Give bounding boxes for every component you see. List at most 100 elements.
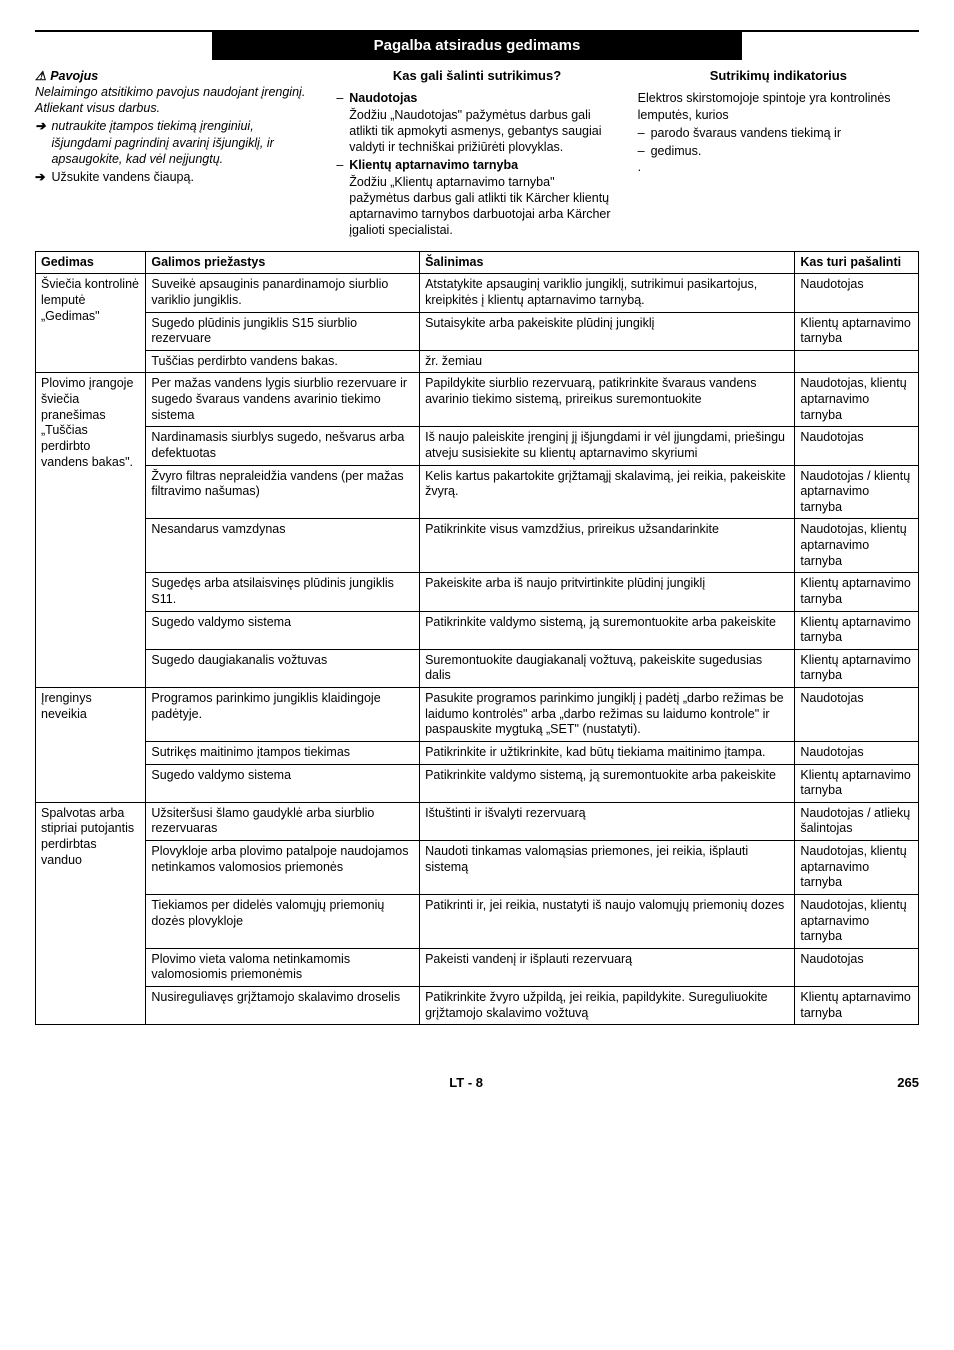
table-row: Sutrikęs maitinimo įtampos tiekimas Pati… (36, 741, 919, 764)
who-block: Kas gali šalinti sutrikimus? – Naudotoja… (336, 68, 617, 239)
cell-cause: Tiekiamos per didelės valomųjų priemonių… (146, 894, 420, 948)
cell-who: Klientų aptarnavimo tarnyba (795, 764, 919, 802)
cell-fault: Spalvotas arba stipriai putojantis perdi… (36, 802, 146, 1025)
cell-who: Naudotojas / klientų aptarnavimo tarnyba (795, 465, 919, 519)
indicator-intro: Elektros skirstomojoje spintoje yra kont… (638, 90, 919, 123)
indicator-bullet-2: gedimus. (651, 143, 702, 159)
cell-remedy: Pakeisti vandenį ir išplauti rezervuarą (420, 948, 795, 986)
danger-intro: Nelaimingo atsitikimo pavojus naudojant … (35, 84, 316, 117)
cell-cause: Užsiteršusi šlamo gaudyklė arba siurblio… (146, 802, 420, 840)
footer-page-global: 265 (897, 1075, 919, 1092)
cell-who: Naudotojas, klientų aptarnavimo tarnyba (795, 894, 919, 948)
cell-who: Klientų aptarnavimo tarnyba (795, 312, 919, 350)
cell-who: Naudotojas (795, 741, 919, 764)
cell-remedy: Patikrinkite žvyro užpildą, jei reikia, … (420, 987, 795, 1025)
dash-icon: – (336, 90, 343, 155)
cell-cause: Per mažas vandens lygis siurblio rezervu… (146, 373, 420, 427)
cell-remedy: Ištuštinti ir išvalyti rezervuarą (420, 802, 795, 840)
cell-cause: Nusireguliavęs grįžtamojo skalavimo dros… (146, 987, 420, 1025)
table-row: Spalvotas arba stipriai putojantis perdi… (36, 802, 919, 840)
cell-cause: Suveikė apsauginis panardinamojo siurbli… (146, 274, 420, 312)
cell-remedy: Patikrinkite ir užtikrinkite, kad būtų t… (420, 741, 795, 764)
cell-who: Naudotojas (795, 688, 919, 742)
cell-cause: Sugedo daugiakanalis vožtuvas (146, 649, 420, 687)
cell-remedy: Patikrinkite valdymo sistemą, ją suremon… (420, 764, 795, 802)
arrow-icon: ➔ (35, 169, 45, 185)
cell-cause: Nesandarus vamzdynas (146, 519, 420, 573)
danger-bullet-1: nutraukite įtampos tiekimą įrenginiui, i… (51, 118, 316, 167)
cell-remedy: Suremontuokite daugiakanalį vožtuvą, pak… (420, 649, 795, 687)
table-row: Plovimo vieta valoma netinkamomis valomo… (36, 948, 919, 986)
cell-who: Klientų aptarnavimo tarnyba (795, 573, 919, 611)
cell-who: Naudotojas, klientų aptarnavimo tarnyba (795, 373, 919, 427)
cell-remedy: Patikrinti ir, jei reikia, nustatyti iš … (420, 894, 795, 948)
cell-fault: Plovimo įrangoje šviečia pranešimas „Tuš… (36, 373, 146, 688)
danger-heading: Pavojus (35, 69, 98, 83)
table-row: Nesandarus vamzdynas Patikrinkite visus … (36, 519, 919, 573)
cell-remedy: Kelis kartus pakartokite grįžtamąjį skal… (420, 465, 795, 519)
cell-cause: Nardinamasis siurblys sugedo, nešvarus a… (146, 427, 420, 465)
cell-remedy: Papildykite siurblio rezervuarą, patikri… (420, 373, 795, 427)
footer-page-local: 8 (476, 1075, 483, 1090)
cell-who: Naudotojas (795, 427, 919, 465)
cell-cause: Sugedęs arba atsilaisvinęs plūdinis jung… (146, 573, 420, 611)
dash-icon: – (638, 143, 645, 159)
cell-cause: Sugedo valdymo sistema (146, 764, 420, 802)
cell-who: Klientų aptarnavimo tarnyba (795, 649, 919, 687)
cell-who: Naudotojas, klientų aptarnavimo tarnyba (795, 841, 919, 895)
cell-who: Naudotojas (795, 948, 919, 986)
table-row: Žvyro filtras nepraleidžia vandens (per … (36, 465, 919, 519)
cell-who: Klientų aptarnavimo tarnyba (795, 987, 919, 1025)
cell-who: Klientų aptarnavimo tarnyba (795, 611, 919, 649)
footer-sep: - (464, 1075, 476, 1090)
cell-remedy: Patikrinkite valdymo sistemą, ją suremon… (420, 611, 795, 649)
arrow-icon: ➔ (35, 118, 45, 167)
table-row: Sugedo daugiakanalis vožtuvas Suremontuo… (36, 649, 919, 687)
table-row: Įrenginys neveikia Programos parinkimo j… (36, 688, 919, 742)
page-footer: LT - 8 265 (35, 1075, 919, 1092)
cell-remedy: Naudoti tinkamas valomąsias priemones, j… (420, 841, 795, 895)
indicator-heading: Sutrikimų indikatorius (638, 68, 919, 85)
cell-who: Naudotojas, klientų aptarnavimo tarnyba (795, 519, 919, 573)
dash-icon: – (336, 157, 343, 238)
cell-fault: Įrenginys neveikia (36, 688, 146, 803)
table-row: Šviečia kontrolinė lemputė „Gedimas" Suv… (36, 274, 919, 312)
cell-cause: Sugedo valdymo sistema (146, 611, 420, 649)
table-row: Sugedo valdymo sistema Patikrinkite vald… (36, 764, 919, 802)
who-item-2-label: Klientų aptarnavimo tarnyba (349, 157, 617, 173)
th-remedy: Šalinimas (420, 251, 795, 274)
who-item-1-label: Naudotojas (349, 90, 617, 106)
table-row: Plovimo įrangoje šviečia pranešimas „Tuš… (36, 373, 919, 427)
cell-fault: Šviečia kontrolinė lemputė „Gedimas" (36, 274, 146, 373)
footer-lang: LT (449, 1075, 464, 1090)
section-title: Pagalba atsiradus gedimams (212, 32, 742, 60)
cell-remedy: žr. žemiau (420, 350, 795, 373)
table-header-row: Gedimas Galimos priežastys Šalinimas Kas… (36, 251, 919, 274)
cell-cause: Žvyro filtras nepraleidžia vandens (per … (146, 465, 420, 519)
table-row: Plovykloje arba plovimo patalpoje naudoj… (36, 841, 919, 895)
who-heading: Kas gali šalinti sutrikimus? (336, 68, 617, 85)
cell-remedy: Patikrinkite visus vamzdžius, prireikus … (420, 519, 795, 573)
table-row: Tuščias perdirbto vandens bakas. žr. žem… (36, 350, 919, 373)
cell-who (795, 350, 919, 373)
cell-who: Naudotojas (795, 274, 919, 312)
cell-remedy: Atstatykite apsauginį variklio jungiklį,… (420, 274, 795, 312)
cell-cause: Plovimo vieta valoma netinkamomis valomo… (146, 948, 420, 986)
danger-bullet-2: Užsukite vandens čiaupą. (51, 169, 193, 185)
fault-table: Gedimas Galimos priežastys Šalinimas Kas… (35, 251, 919, 1026)
cell-remedy: Iš naujo paleiskite įrenginį jį išjungda… (420, 427, 795, 465)
cell-who: Naudotojas / atliekų šalintojas (795, 802, 919, 840)
table-row: Sugedo plūdinis jungiklis S15 siurblio r… (36, 312, 919, 350)
who-item-2-text: Žodžiu „Klientų aptarnavimo tarnyba" paž… (349, 174, 617, 239)
th-fault: Gedimas (36, 251, 146, 274)
cell-cause: Sutrikęs maitinimo įtampos tiekimas (146, 741, 420, 764)
indicator-dot: . (638, 159, 919, 175)
cell-cause: Plovykloje arba plovimo patalpoje naudoj… (146, 841, 420, 895)
th-cause: Galimos priežastys (146, 251, 420, 274)
cell-remedy: Pasukite programos parinkimo jungiklį į … (420, 688, 795, 742)
who-item-1-text: Žodžiu „Naudotojas" pažymėtus darbus gal… (349, 107, 617, 156)
cell-cause: Tuščias perdirbto vandens bakas. (146, 350, 420, 373)
indicator-bullet-1: parodo švaraus vandens tiekimą ir (651, 125, 841, 141)
table-row: Nusireguliavęs grįžtamojo skalavimo dros… (36, 987, 919, 1025)
table-row: Tiekiamos per didelės valomųjų priemonių… (36, 894, 919, 948)
